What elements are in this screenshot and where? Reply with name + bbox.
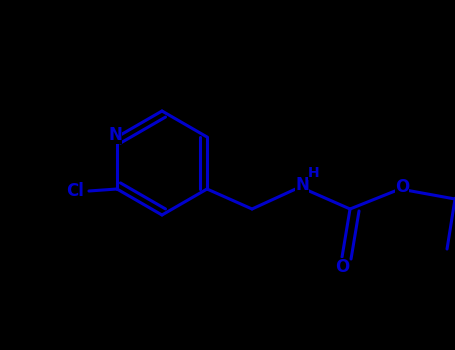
- Text: H: H: [308, 166, 320, 180]
- Text: O: O: [395, 178, 409, 196]
- Text: N: N: [295, 176, 309, 194]
- Text: N: N: [108, 126, 122, 144]
- Text: O: O: [335, 258, 349, 276]
- Text: Cl: Cl: [66, 182, 84, 200]
